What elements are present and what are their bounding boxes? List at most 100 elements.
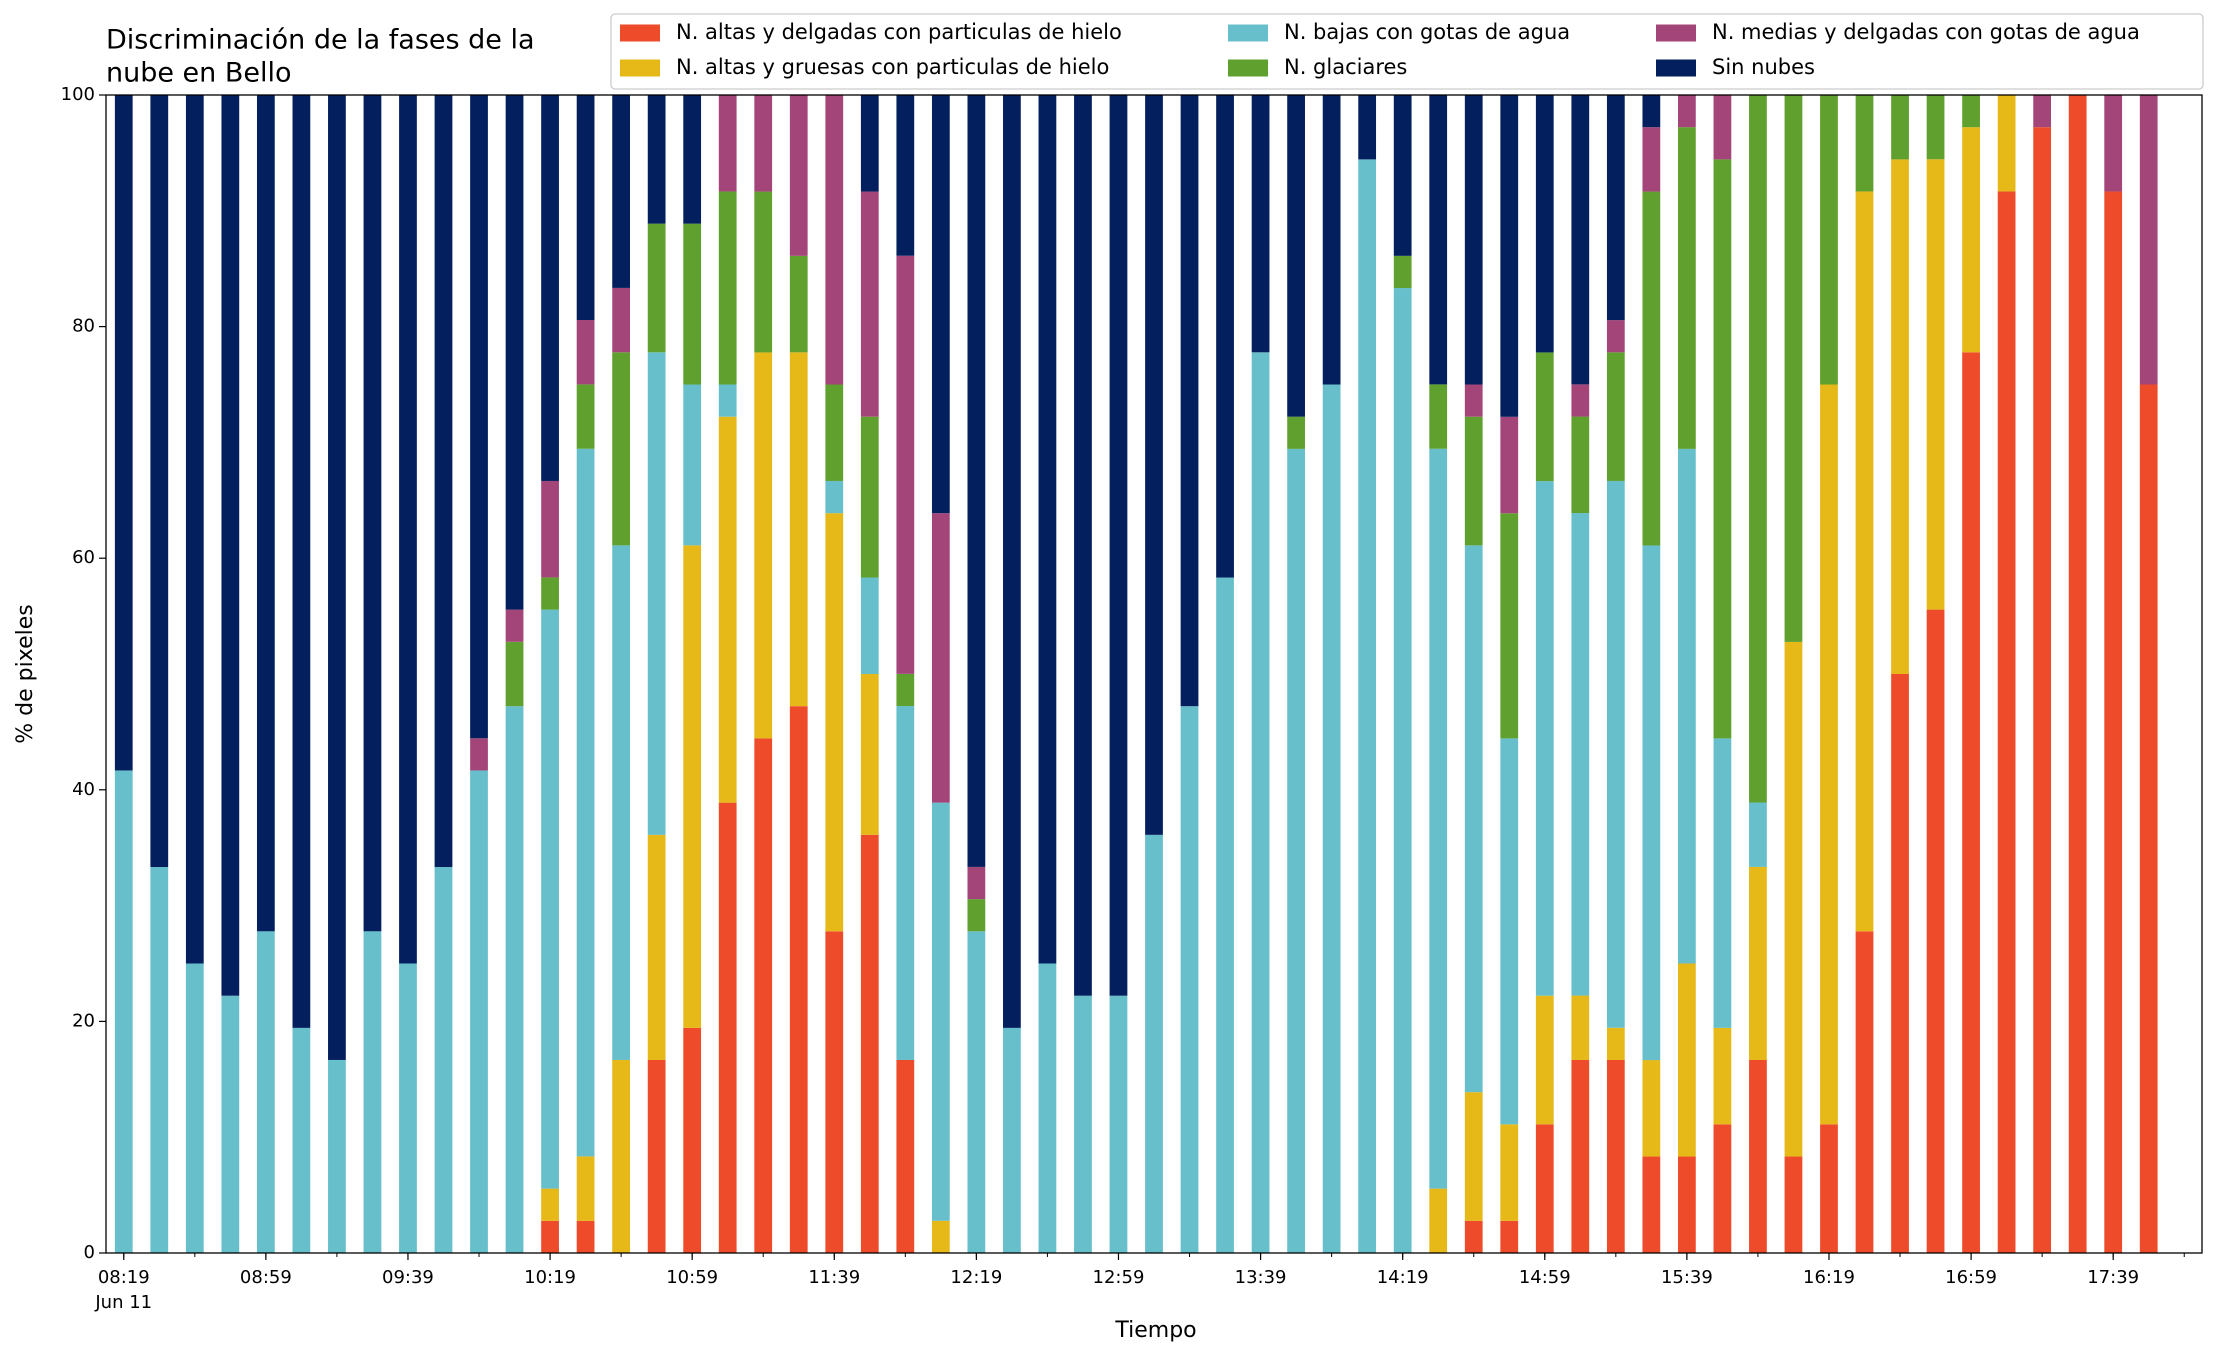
bar-segment <box>754 352 773 739</box>
bar-segment <box>505 95 524 610</box>
bar-segment <box>1962 352 1980 1253</box>
bar-segment <box>967 931 986 1253</box>
bar-segment <box>150 95 169 868</box>
bar-segment <box>896 673 915 707</box>
x-tick-label: 16:59 <box>1945 1267 1997 1288</box>
bar-segment <box>541 609 559 1189</box>
x-tick-label: 12:19 <box>950 1267 1002 1288</box>
y-tick-label: 0 <box>84 1242 95 1263</box>
bar-segment <box>1713 95 1732 160</box>
bar-segment <box>1429 384 1448 449</box>
bar-segment <box>541 1188 559 1221</box>
legend-swatch <box>1656 59 1696 77</box>
bar-segment <box>1500 513 1519 739</box>
bar-segment <box>1855 931 1874 1253</box>
bar-segment <box>683 545 702 1028</box>
x-tick-label: 17:39 <box>2087 1267 2139 1288</box>
bar-segment <box>1820 384 1838 1125</box>
bar-segment <box>1251 95 1270 353</box>
bar-segment <box>1713 738 1732 1028</box>
x-tick-label: 10:59 <box>666 1267 718 1288</box>
bar-segment <box>1500 416 1519 514</box>
bar-segment <box>931 802 950 1221</box>
x-tick-label: 10:19 <box>524 1267 576 1288</box>
y-axis-label: % de pixeles <box>13 604 38 743</box>
bar-segment <box>505 706 524 1253</box>
bar-segment <box>1038 95 1057 964</box>
bar-segment <box>1642 127 1661 192</box>
legend-label: N. bajas con gotas de agua <box>1284 20 1570 44</box>
bar-segment <box>2033 127 2052 1254</box>
bar-segment <box>2104 191 2123 1253</box>
bar-segment <box>1003 1027 1021 1253</box>
bar-segment <box>1997 95 2016 192</box>
bar-segment <box>541 480 559 578</box>
bar-segment <box>1606 95 1625 321</box>
chart-title: Discriminación de la fases de la <box>106 25 535 56</box>
bar-segment <box>1216 95 1234 578</box>
bar-segment <box>1678 1156 1696 1253</box>
bar-segment <box>825 384 844 481</box>
x-tick-label: 11:39 <box>808 1267 860 1288</box>
bar-segment <box>1535 1124 1554 1253</box>
bar-segment <box>576 384 595 449</box>
bar-segment <box>1109 995 1128 1253</box>
legend: N. altas y delgadas con particulas de hi… <box>610 13 2204 90</box>
bar-segment <box>683 223 702 385</box>
bar-segment <box>1180 706 1199 1253</box>
bar-segment <box>470 94 488 739</box>
bar-segment <box>1855 191 1874 932</box>
bar-segment <box>576 448 595 1157</box>
bar-segment <box>647 834 666 1060</box>
bar-segment <box>931 513 950 803</box>
bar-segment <box>1642 1156 1661 1253</box>
bar-segment <box>1109 95 1128 996</box>
bar-segment <box>1429 94 1448 385</box>
y-tick-label: 40 <box>72 779 95 800</box>
x-tick-label: 16:19 <box>1803 1267 1855 1288</box>
bar-segment <box>647 1059 666 1253</box>
x-tick-label: 14:59 <box>1519 1267 1571 1288</box>
legend-swatch <box>620 59 660 77</box>
bar-segment <box>1820 1124 1838 1253</box>
bar-segment <box>683 95 702 224</box>
bar-segment <box>1571 384 1590 417</box>
bar-segment <box>114 770 133 1253</box>
x-tick-label: 13:39 <box>1235 1267 1287 1288</box>
bar-segment <box>896 94 915 256</box>
bar-segment <box>1926 609 1945 1253</box>
bar-segment <box>789 352 808 707</box>
bar-segment <box>576 1156 595 1221</box>
bar-segment <box>825 480 844 514</box>
bar-segment <box>1393 95 1412 256</box>
bar-segment <box>1500 1220 1519 1253</box>
bar-segment <box>1606 480 1625 1028</box>
bar-segment <box>896 706 915 1060</box>
bar-segment <box>576 94 595 320</box>
bar-segment <box>1535 95 1554 353</box>
x-tick-label: 15:39 <box>1661 1267 1713 1288</box>
bar-segment <box>1074 95 1092 996</box>
bar-segment <box>1678 127 1696 449</box>
legend-label: N. altas y delgadas con particulas de hi… <box>676 20 1122 44</box>
bar-segment <box>1464 545 1483 1093</box>
bar-segment <box>328 1059 346 1253</box>
bar-segment <box>1784 1156 1803 1253</box>
bar-segment <box>1180 95 1199 707</box>
bar-segment <box>860 191 879 417</box>
bar-segment <box>1464 1092 1483 1221</box>
bar-segment <box>860 95 879 192</box>
bar-segment <box>1571 1059 1590 1253</box>
bar-segment <box>1322 95 1341 385</box>
axes-frame <box>105 94 2203 1254</box>
bar-segment <box>1535 995 1554 1125</box>
bar-segment <box>576 319 595 385</box>
bar-segment <box>2033 95 2052 128</box>
bar-segment <box>185 963 204 1253</box>
bar-segment <box>967 899 986 932</box>
bar-segment <box>1464 1220 1483 1253</box>
bar-segment <box>1464 95 1483 385</box>
bar-segment <box>612 545 630 1060</box>
bar-segment <box>185 95 204 964</box>
